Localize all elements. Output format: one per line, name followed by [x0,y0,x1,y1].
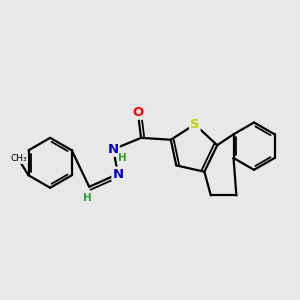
Text: S: S [190,118,200,131]
Text: N: N [112,167,124,181]
Text: N: N [108,143,119,156]
Text: H: H [118,153,127,163]
Text: O: O [132,106,143,119]
Text: CH₃: CH₃ [11,154,27,164]
Text: H: H [83,193,92,203]
